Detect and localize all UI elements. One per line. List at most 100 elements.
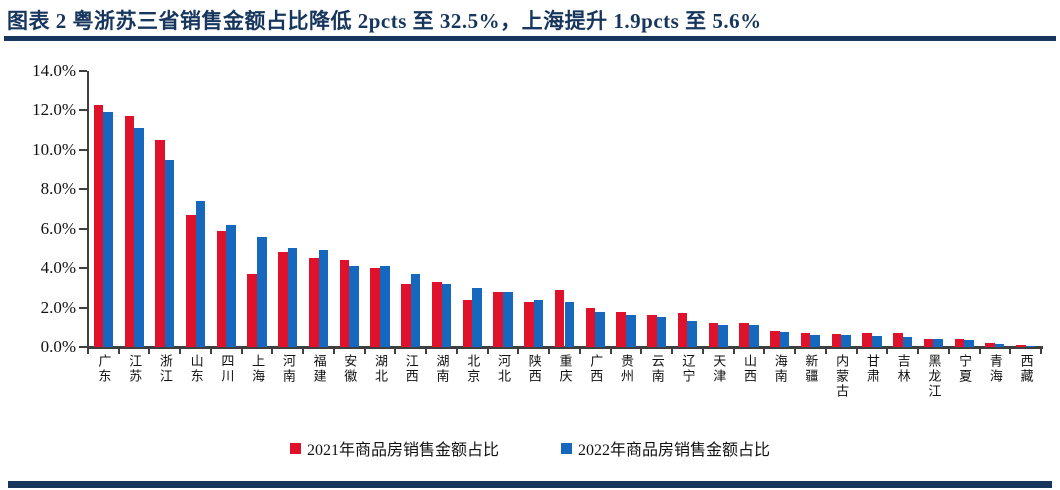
- x-axis-tick: [671, 348, 674, 354]
- x-tick-label: 吉林: [895, 354, 911, 384]
- bar-2022-河北: [503, 291, 513, 347]
- bar-2022-贵州: [625, 315, 636, 347]
- bar-2022-内蒙古: [841, 335, 851, 347]
- bar-2021-天津: [708, 323, 719, 347]
- bar-2021-山西: [739, 323, 749, 347]
- x-axis-tick: [87, 348, 89, 354]
- bar-2022-江苏: [134, 128, 144, 347]
- bar-2022-新疆: [810, 335, 821, 347]
- bar-2021-广西: [585, 307, 596, 347]
- bar-2022-河南: [287, 248, 298, 347]
- bar-2021-四川: [216, 230, 227, 347]
- chart-title: 图表 2 粤浙苏三省销售金额占比降低 2pcts 至 32.5%，上海提升 1.…: [7, 9, 762, 33]
- x-axis-tick: [455, 348, 458, 354]
- x-axis-tick: [209, 348, 212, 354]
- bar-2021-西藏: [1016, 345, 1026, 347]
- x-tick-label: 甘肃: [864, 354, 880, 384]
- bar-2021-江西: [401, 283, 411, 347]
- bar-2022-湖南: [441, 283, 452, 347]
- x-tick-label: 四川: [219, 354, 235, 384]
- bar-2021-重庆: [554, 289, 565, 347]
- x-axis-tick: [763, 348, 766, 354]
- bar-2022-上海: [257, 236, 267, 347]
- x-tick-label: 新疆: [803, 354, 819, 384]
- legend-item-2022: 2022年商品房销售金额占比: [561, 436, 770, 460]
- bar-2021-福建: [308, 258, 319, 347]
- bar-2021-甘肃: [862, 333, 872, 347]
- bar-2022-湖北: [380, 266, 390, 347]
- bar-2021-上海: [247, 274, 258, 347]
- x-axis-tick: [332, 348, 335, 354]
- x-tick-label: 青海: [987, 354, 1003, 384]
- bar-2022-宁夏: [964, 340, 974, 347]
- x-axis-tick: [578, 348, 581, 354]
- bar-2021-黑龙江: [923, 339, 934, 347]
- x-tick-label: 北京: [465, 354, 481, 384]
- bar-2021-山东: [185, 214, 196, 347]
- bar-2022-重庆: [564, 301, 575, 347]
- x-axis-tick: [640, 348, 643, 354]
- title-underline: [4, 36, 1056, 41]
- legend-item-2021: 2021年商品房销售金额占比: [289, 436, 499, 460]
- bar-2021-北京: [462, 299, 473, 347]
- y-axis-tick: [79, 148, 87, 151]
- x-tick-label: 河南: [280, 354, 296, 384]
- x-tick-label: 云南: [649, 354, 665, 384]
- x-axis-tick: [486, 348, 489, 354]
- bar-2022-甘肃: [871, 336, 882, 347]
- bar-2021-云南: [647, 315, 657, 347]
- bar-2021-内蒙古: [831, 334, 842, 347]
- x-axis-tick: [732, 348, 735, 354]
- bar-2022-山东: [195, 201, 206, 347]
- bar-2022-江西: [410, 274, 421, 347]
- y-tick-label: 4.0%: [40, 258, 76, 278]
- x-axis-tick: [394, 348, 397, 354]
- x-tick-label: 贵州: [618, 354, 634, 384]
- x-tick-label: 宁夏: [957, 354, 973, 384]
- bar-2022-陕西: [533, 299, 544, 347]
- x-axis-tick: [886, 348, 889, 354]
- y-tick-label: 10.0%: [32, 139, 76, 159]
- y-axis-tick: [79, 70, 87, 72]
- bar-2022-福建: [318, 250, 329, 347]
- bar-2022-广东: [103, 112, 113, 347]
- y-axis-tick: [79, 306, 87, 309]
- y-tick-label: 0.0%: [40, 337, 76, 356]
- bar-2021-河南: [278, 252, 288, 347]
- x-tick-label: 湖南: [434, 354, 450, 384]
- bar-2021-吉林: [893, 333, 903, 347]
- bar-2022-山西: [748, 325, 759, 347]
- legend-label-2021: 2021年商品房销售金额占比: [306, 442, 499, 459]
- x-axis-tick: [271, 348, 274, 354]
- bar-2022-广西: [595, 311, 605, 347]
- x-axis-tick: [978, 348, 981, 354]
- x-tick-label: 湖北: [373, 354, 389, 384]
- y-axis-tick: [79, 267, 87, 270]
- x-axis-tick: [302, 348, 305, 354]
- bar-2021-安徽: [339, 260, 350, 347]
- y-axis-tick: [79, 109, 87, 112]
- bar-2022-天津: [718, 325, 728, 347]
- x-tick-label: 海南: [772, 354, 788, 384]
- x-tick-label: 安徽: [342, 354, 358, 384]
- footer-rule: [8, 481, 1052, 488]
- bar-2022-浙江: [164, 159, 175, 347]
- bar-2022-云南: [656, 317, 667, 347]
- x-tick-label: 广东: [96, 354, 112, 384]
- x-axis-tick: [1009, 348, 1012, 354]
- y-tick-label: 12.0%: [32, 100, 76, 120]
- x-axis-tick: [363, 348, 366, 354]
- bar-2021-新疆: [800, 333, 811, 347]
- x-tick-label: 山西: [741, 354, 757, 384]
- x-tick-label: 重庆: [557, 354, 573, 384]
- x-axis-tick: [425, 348, 428, 354]
- x-axis-tick: [917, 348, 920, 354]
- bar-2021-江苏: [124, 116, 135, 347]
- bar-2021-湖北: [370, 268, 381, 347]
- x-tick-label: 山东: [188, 354, 204, 384]
- bar-2022-辽宁: [687, 321, 698, 347]
- bar-2021-辽宁: [677, 313, 688, 347]
- x-axis-tick: [947, 348, 950, 354]
